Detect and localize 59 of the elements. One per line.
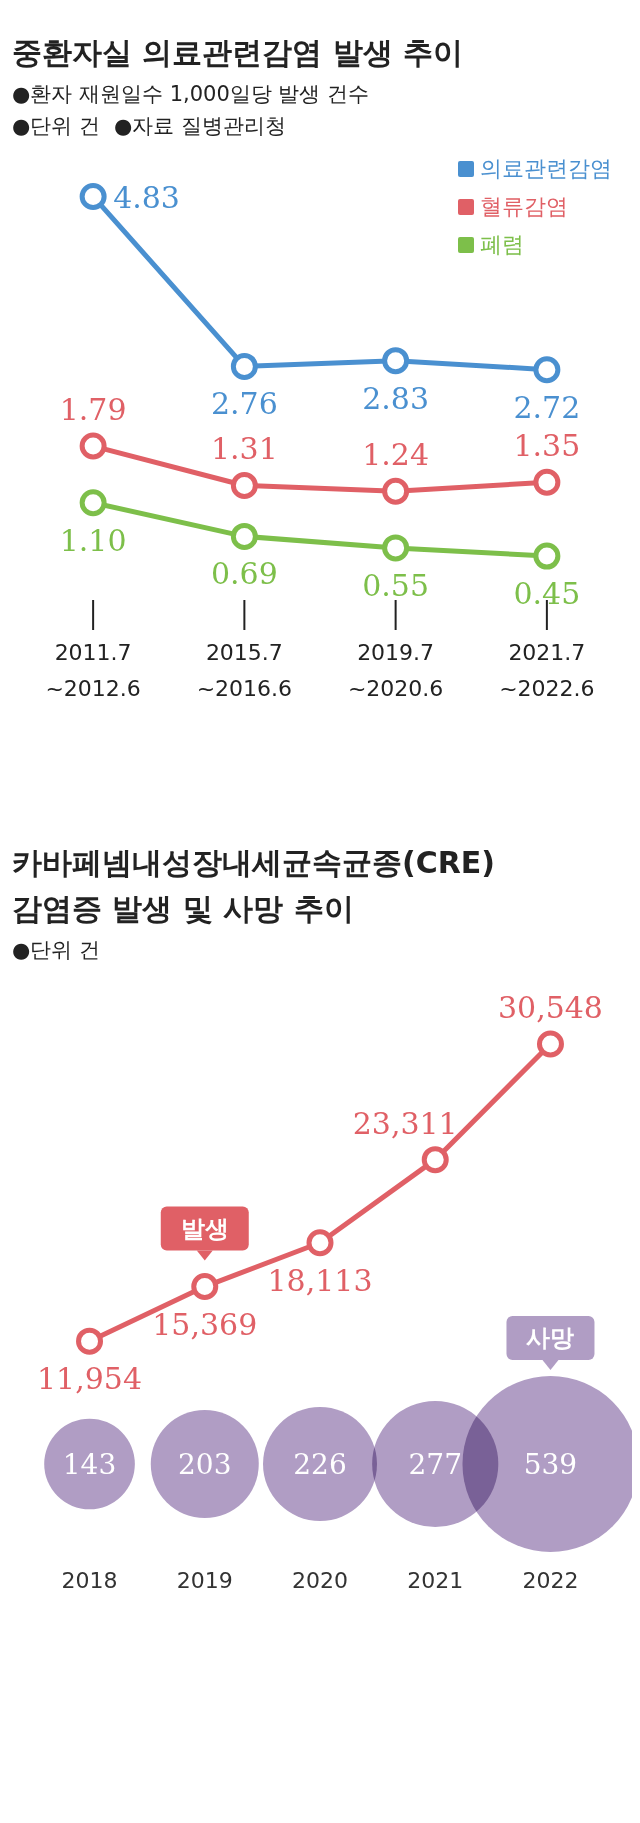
point [230,352,258,380]
data-label: 1.79 [59,392,127,428]
point [533,468,561,496]
data-label: 143 [62,1448,117,1481]
data-label: 2.76 [210,386,278,422]
x-tick-label: 2020 [292,1567,348,1593]
legend-label: 혈류감염 [479,193,569,221]
data-label: 203 [178,1448,232,1481]
point [230,522,258,550]
point [382,534,410,562]
x-tick-label: 2019 [176,1567,233,1593]
data-label: 226 [293,1448,347,1481]
chart-title: 중환자실 의료관련감염 발생 추이 [12,34,465,72]
chart-title: 카바페넴내성장내세균속균종(CRE) 감염증 발생 및 사망 추이 [12,844,497,928]
x-tick-label: 2022 [522,1567,579,1593]
x-tick-label: 2018 [61,1567,118,1593]
point [79,432,107,460]
series-label: 발생 [180,1214,229,1243]
point [76,1327,104,1355]
point [533,542,561,570]
data-label: 2.72 [513,389,581,425]
text: ●단위 건 [12,113,100,140]
chart-subtitle: ●환자 재원일수 1,000일당 발생 건수 [12,81,371,108]
x-tick-label: 2021 [407,1567,464,1593]
point [536,1030,564,1058]
data-label: 4.83 [113,180,180,216]
text: ●자료 질병관리청 [114,113,286,140]
data-label: 539 [523,1448,578,1481]
point [382,477,410,505]
point [79,489,107,517]
point [382,347,410,375]
data-label: 18,113 [267,1262,373,1298]
data-label: 0.45 [513,576,581,612]
data-label: 0.69 [210,556,278,592]
data-label: 1.35 [513,428,581,464]
annotation: 사망 [526,1324,575,1352]
legend-label: 폐렴 [479,231,525,259]
x-tick-label: 2021.7 ~2022.6 [499,640,595,701]
data-label: 277 [408,1448,462,1481]
x-tick-label: 2011.7 ~2012.6 [45,640,141,701]
data-label: 1.24 [362,437,430,473]
data-label: 23,311 [352,1105,458,1141]
point [79,182,107,210]
data-label: 30,548 [497,990,603,1025]
x-tick-label: 2019.7 ~2020.6 [347,640,444,701]
data-label: 11,954 [37,1361,143,1397]
x-tick-label: 2015.7 ~2016.6 [196,640,293,701]
point [306,1229,334,1257]
data-label: 2.83 [362,380,430,416]
data-label: 1.10 [59,522,127,558]
text: ●단위 건 [12,937,100,964]
data-label: 0.55 [362,567,430,603]
data-label: 1.31 [210,431,278,467]
point [421,1146,449,1174]
point [191,1273,219,1301]
data-label: 15,369 [152,1306,258,1342]
legend-label: 의료관련감염 [479,155,612,183]
point [533,356,561,384]
point [230,471,258,499]
